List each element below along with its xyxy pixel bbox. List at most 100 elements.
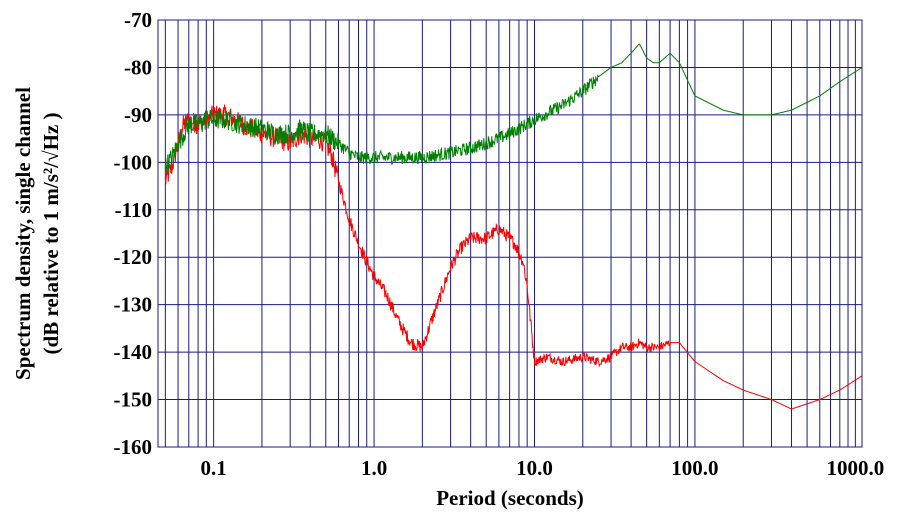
data-point [791, 408, 792, 409]
data-point [290, 143, 291, 144]
data-point [290, 133, 291, 134]
data-point [509, 238, 510, 239]
x-tick-labels: 0.1 1.0 10.0 100.0 1000.0 [201, 456, 885, 480]
x-tick-label: 100.0 [671, 456, 718, 480]
data-point [422, 347, 423, 348]
y-axis-label-line1: Spectrum density, single channel [11, 87, 35, 380]
green-series-line [164, 43, 863, 175]
y-tick-label: -120 [114, 245, 153, 269]
data-point [402, 157, 403, 158]
data-point [504, 233, 505, 234]
x-axis-label: Period (seconds) [436, 486, 584, 510]
data-point [325, 133, 326, 134]
data-point [358, 157, 359, 158]
plot-frame [157, 19, 863, 448]
y-axis-label-line2: (dB relative to 1 m/s²/√Hz ) [39, 113, 63, 355]
data-point [659, 347, 660, 348]
data-point [386, 295, 387, 296]
data-point [349, 152, 350, 153]
series-layer [164, 43, 863, 410]
data-point [498, 228, 499, 229]
data-point [450, 266, 451, 267]
data-point [470, 238, 471, 239]
data-point [183, 133, 184, 134]
y-tick-label: -100 [114, 150, 153, 174]
y-tick-label: -140 [114, 340, 153, 364]
data-point [621, 347, 622, 348]
data-point [261, 129, 262, 130]
data-point [198, 124, 199, 125]
data-point [338, 143, 339, 144]
data-point [694, 95, 695, 96]
data-point [670, 53, 671, 54]
y-tick-label: -90 [124, 103, 152, 127]
data-point [410, 342, 411, 343]
data-point [440, 295, 441, 296]
data-point [621, 62, 622, 63]
data-point [819, 399, 820, 400]
data-point [639, 43, 640, 44]
data-point [374, 276, 375, 277]
data-point [631, 53, 632, 54]
data-point [486, 238, 487, 239]
data-point [171, 157, 172, 158]
data-point [791, 110, 792, 111]
data-point [679, 62, 680, 63]
data-point [534, 361, 535, 362]
data-point [318, 133, 319, 134]
data-point [523, 261, 524, 262]
data-point [422, 157, 423, 158]
data-point [771, 114, 772, 115]
data-point [277, 133, 278, 134]
data-point [165, 181, 166, 182]
data-point [694, 361, 695, 362]
data-point [518, 252, 519, 253]
data-point [819, 95, 820, 96]
data-point [646, 57, 647, 58]
data-point [514, 242, 515, 243]
vertical-gridlines [164, 20, 856, 447]
x-tick-label: 0.1 [201, 456, 227, 480]
data-point [450, 152, 451, 153]
data-point [743, 114, 744, 115]
y-tick-label: -70 [124, 8, 152, 32]
data-point [183, 124, 184, 125]
data-point [582, 356, 583, 357]
data-point [509, 133, 510, 134]
data-point [598, 361, 599, 362]
data-point [188, 124, 189, 125]
data-point [610, 356, 611, 357]
data-point [659, 62, 660, 63]
x-tick-label: 1.0 [361, 456, 387, 480]
data-point [653, 62, 654, 63]
data-point [486, 143, 487, 144]
data-point [374, 157, 375, 158]
data-point [839, 390, 840, 391]
y-tick-label: -110 [115, 198, 152, 222]
data-point [325, 143, 326, 144]
data-point [839, 81, 840, 82]
y-tick-label: -150 [114, 388, 153, 412]
data-point [358, 242, 359, 243]
data-point [646, 347, 647, 348]
data-point [432, 318, 433, 319]
data-point [470, 148, 471, 149]
data-point [670, 342, 671, 343]
x-tick-label: 1000.0 [826, 456, 884, 480]
data-point [310, 133, 311, 134]
data-point [461, 247, 462, 248]
data-point [397, 318, 398, 319]
x-tick-label: 10.0 [516, 456, 553, 480]
data-point [366, 261, 367, 262]
data-point [723, 110, 724, 111]
data-point [226, 119, 227, 120]
data-point [213, 119, 214, 120]
data-point [610, 67, 611, 68]
data-point [527, 285, 528, 286]
data-point [332, 157, 333, 158]
data-point [582, 91, 583, 92]
data-point [241, 124, 242, 125]
data-point [206, 119, 207, 120]
data-point [344, 200, 345, 201]
